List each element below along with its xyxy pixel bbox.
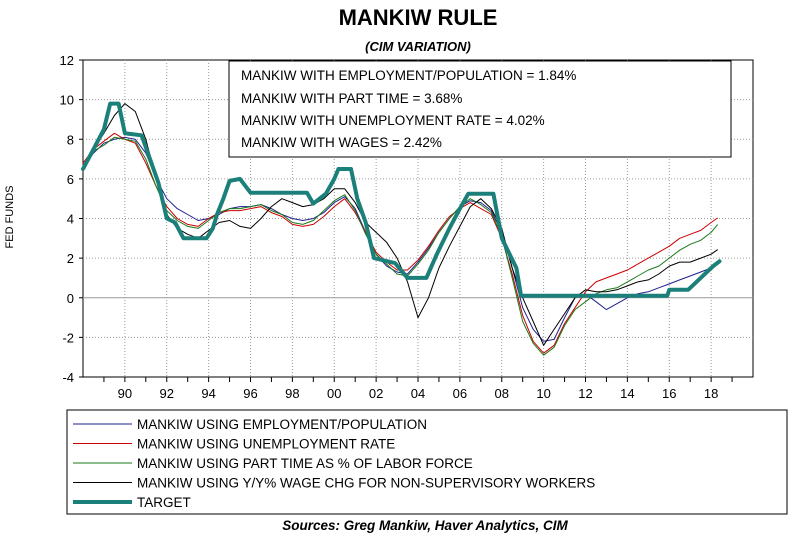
chart-title: MANKIW RULE bbox=[339, 5, 498, 30]
series-line-4 bbox=[81, 101, 722, 298]
annotation-wages: MANKIW WITH WAGES = 2.42% bbox=[241, 135, 442, 150]
x-tick-label: 06 bbox=[453, 386, 467, 401]
series-line-2 bbox=[82, 136, 718, 356]
annotation-box-frame bbox=[228, 60, 732, 158]
y-tick-label: 6 bbox=[67, 172, 74, 187]
x-tick-label: 00 bbox=[327, 386, 341, 401]
legend-frame bbox=[66, 409, 788, 515]
x-tick-label: 12 bbox=[578, 386, 592, 401]
x-tick-label: 96 bbox=[243, 386, 257, 401]
x-tick-label: 92 bbox=[160, 386, 174, 401]
y-tick-label: 10 bbox=[60, 93, 74, 108]
sources-note: Sources: Greg Mankiw, Haver Analytics, C… bbox=[282, 518, 568, 533]
y-tick-label: -4 bbox=[62, 370, 74, 385]
x-tick-label: 18 bbox=[704, 386, 718, 401]
y-tick-label: -2 bbox=[62, 330, 74, 345]
y-tick-labels: 12 10 8 6 4 2 0 -2 -4 bbox=[60, 53, 83, 385]
y-axis-label: FED FUNDS bbox=[4, 186, 16, 249]
x-tick-label: 10 bbox=[536, 386, 550, 401]
legend-label-1: MANKIW USING UNEMPLOYMENT RATE bbox=[137, 437, 395, 452]
chart-subtitle: (CIM VARIATION) bbox=[365, 39, 471, 54]
annotation-employment-population: MANKIW WITH EMPLOYMENT/POPULATION = 1.84… bbox=[241, 68, 576, 83]
legend-label-3: MANKIW USING Y/Y% WAGE CHG FOR NON-SUPER… bbox=[137, 476, 595, 491]
x-tick-label: 16 bbox=[662, 386, 676, 401]
x-tick-labels: 90 92 94 96 98 00 02 04 06 08 10 12 14 16 18 bbox=[103, 377, 733, 401]
annotation-unemployment-rate: MANKIW WITH UNEMPLOYMENT RATE = 4.02% bbox=[241, 113, 545, 128]
x-tick-label: 98 bbox=[285, 386, 299, 401]
y-tick-label: 8 bbox=[67, 132, 74, 147]
legend-label-4: TARGET bbox=[137, 495, 191, 510]
y-tick-label: 12 bbox=[60, 53, 74, 68]
annotation-part-time: MANKIW WITH PART TIME = 3.68% bbox=[241, 91, 462, 106]
x-tick-label: 14 bbox=[620, 386, 634, 401]
annotation-box: MANKIW WITH EMPLOYMENT/POPULATION = 1.84… bbox=[228, 60, 732, 158]
x-tick-label: 02 bbox=[369, 386, 383, 401]
y-tick-label: 2 bbox=[67, 251, 74, 266]
x-grid bbox=[124, 60, 712, 377]
legend-label-2: MANKIW USING PART TIME AS % OF LABOR FOR… bbox=[137, 456, 473, 471]
x-tick-label: 08 bbox=[495, 386, 509, 401]
series-lines bbox=[81, 101, 722, 356]
x-tick-label: 90 bbox=[118, 386, 132, 401]
y-tick-label: 0 bbox=[67, 291, 74, 306]
x-tick-label: 94 bbox=[201, 386, 215, 401]
legend-label-0: MANKIW USING EMPLOYMENT/POPULATION bbox=[137, 417, 427, 432]
x-tick-label: 04 bbox=[411, 386, 425, 401]
legend-items: MANKIW USING EMPLOYMENT/POPULATION MANKIW… bbox=[73, 417, 595, 510]
y-tick-label: 4 bbox=[67, 212, 74, 227]
legend: MANKIW USING EMPLOYMENT/POPULATION MANKIW… bbox=[66, 409, 788, 515]
